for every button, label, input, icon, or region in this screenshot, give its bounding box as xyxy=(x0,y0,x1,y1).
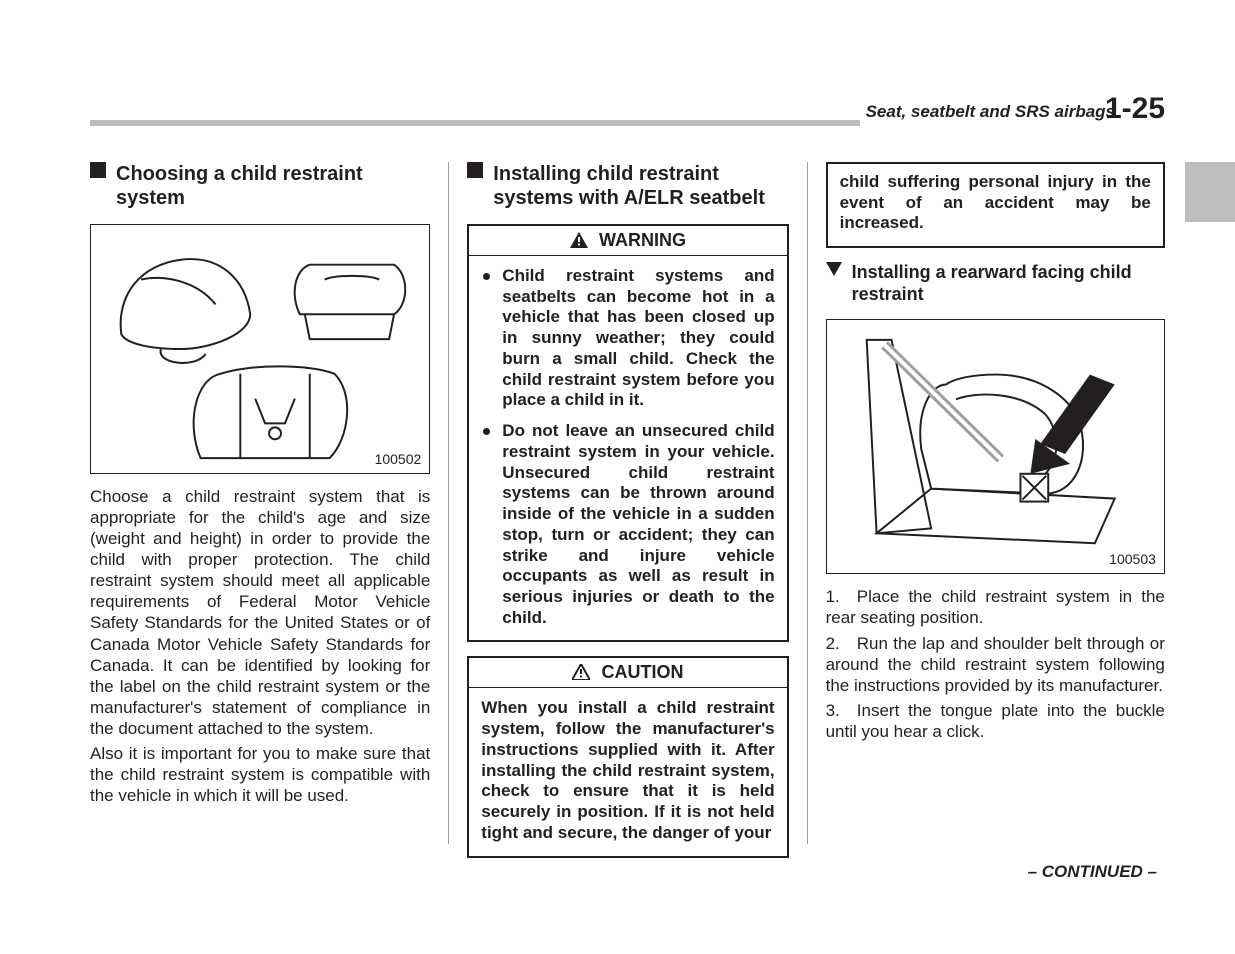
continued-label: – CONTINUED – xyxy=(1028,862,1157,882)
bullet-icon xyxy=(483,428,490,435)
caution-box-continued: child suffering personal injury in the e… xyxy=(826,162,1165,248)
caution-box: CAUTION When you install a child restrai… xyxy=(467,656,788,857)
heading-text: Installing child restraint systems with … xyxy=(493,162,788,210)
bullet-icon xyxy=(483,273,490,280)
warning-label: WARNING xyxy=(599,230,686,250)
figure-rearward-install: 100503 xyxy=(826,319,1165,574)
warning-box: WARNING Child restraint systems and seat… xyxy=(467,224,788,642)
rearward-install-illustration xyxy=(827,320,1164,573)
content-columns: Choosing a child restraint system xyxy=(90,162,1165,844)
caution-icon xyxy=(572,664,590,680)
warning-text: Do not leave an unsecured child restrain… xyxy=(502,421,774,628)
step-item: 3. Insert the tongue plate into the buck… xyxy=(826,700,1165,742)
header-rule xyxy=(90,120,860,126)
warning-item: Child restraint systems and seatbelts ca… xyxy=(481,266,774,411)
caution-body-continued: child suffering personal injury in the e… xyxy=(828,164,1163,246)
square-bullet-icon xyxy=(90,162,106,178)
warning-body: Child restraint systems and seatbelts ca… xyxy=(469,256,786,640)
heading-choosing: Choosing a child restraint system xyxy=(90,162,430,210)
step-item: 2. Run the lap and shoulder belt through… xyxy=(826,633,1165,696)
square-bullet-icon xyxy=(467,162,483,178)
figure-code: 100502 xyxy=(375,451,422,467)
caution-title: CAUTION xyxy=(469,658,786,688)
figure-code: 100503 xyxy=(1109,551,1156,567)
triangle-bullet-icon xyxy=(826,262,842,276)
column-3: child suffering personal injury in the e… xyxy=(807,162,1165,844)
install-steps: 1. Place the child restraint system in t… xyxy=(826,586,1165,742)
step-item: 1. Place the child restraint system in t… xyxy=(826,586,1165,628)
body-paragraph: Also it is important for you to make sur… xyxy=(90,743,430,806)
column-2: Installing child restraint systems with … xyxy=(448,162,806,844)
section-title: Seat, seatbelt and SRS airbags xyxy=(866,102,1115,122)
heading-rearward-facing: Installing a rearward facing child restr… xyxy=(826,262,1165,305)
caution-label: CAUTION xyxy=(601,662,683,682)
manual-page: Seat, seatbelt and SRS airbags 1-25 Choo… xyxy=(0,0,1235,954)
heading-text: Installing a rearward facing child restr… xyxy=(852,262,1165,305)
heading-installing-aelr: Installing child restraint systems with … xyxy=(467,162,788,210)
column-1: Choosing a child restraint system xyxy=(90,162,448,844)
warning-item: Do not leave an unsecured child restrain… xyxy=(481,421,774,628)
caution-text-continued: child suffering personal injury in the e… xyxy=(840,172,1151,234)
page-number: 1-25 xyxy=(1105,92,1165,126)
heading-text: Choosing a child restraint system xyxy=(116,162,430,210)
warning-title: WARNING xyxy=(469,226,786,256)
figure-child-seats: 100502 xyxy=(90,224,430,474)
child-seats-illustration xyxy=(91,225,429,473)
caution-body: When you install a child restraint syste… xyxy=(469,688,786,855)
warning-icon xyxy=(570,232,588,248)
caution-text: When you install a child restraint syste… xyxy=(481,698,774,843)
body-paragraph: Choose a child restraint system that is … xyxy=(90,486,430,739)
warning-text: Child restraint systems and seatbelts ca… xyxy=(502,266,774,411)
chapter-tab xyxy=(1185,162,1235,222)
